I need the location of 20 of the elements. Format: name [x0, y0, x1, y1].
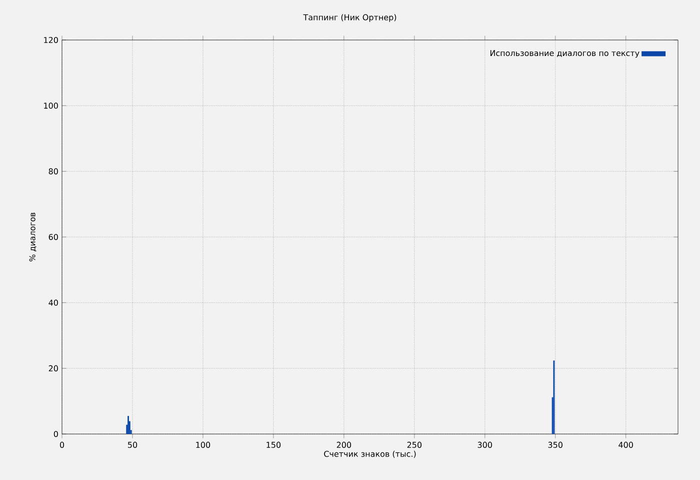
- chart-title: Таппинг (Ник Ортнер): [303, 14, 396, 22]
- y-tick-label: 60: [48, 234, 58, 240]
- y-tick-label: 20: [48, 365, 58, 372]
- x-axis-title: Счетчик знаков (тыс.): [324, 450, 416, 458]
- legend-label: Использование диалогов по тексту: [490, 50, 640, 58]
- x-tick-label: 400: [618, 442, 633, 448]
- x-tick-label: 50: [128, 442, 138, 448]
- x-tick-label: 300: [478, 442, 492, 448]
- y-tick-label: 100: [44, 102, 58, 109]
- x-tick-label: 350: [548, 442, 562, 448]
- x-tick-label: 150: [266, 442, 281, 448]
- y-tick-label: 0: [54, 430, 58, 438]
- y-axis-title: % диалогов: [29, 212, 36, 262]
- x-tick-label: 200: [336, 442, 352, 448]
- x-tick-label: 0: [60, 442, 64, 448]
- y-tick-label: 80: [48, 168, 58, 174]
- y-tick-label: 40: [48, 300, 58, 306]
- x-tick-label: 100: [196, 442, 210, 448]
- x-tick-label: 250: [407, 442, 422, 448]
- y-tick-label: 120: [44, 36, 58, 44]
